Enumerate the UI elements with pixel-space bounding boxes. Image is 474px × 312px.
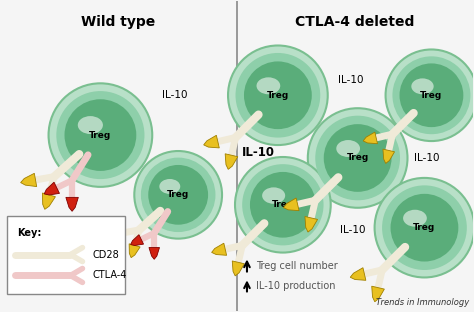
Circle shape [250,172,316,238]
Circle shape [228,46,328,145]
Circle shape [382,185,467,270]
Polygon shape [129,244,140,258]
Circle shape [141,158,216,232]
Polygon shape [149,247,159,259]
Circle shape [244,61,312,129]
Text: Wild type: Wild type [81,15,155,29]
Ellipse shape [262,188,285,204]
Circle shape [56,91,145,179]
Ellipse shape [78,116,103,134]
Text: Key:: Key: [17,228,41,238]
Ellipse shape [256,77,280,94]
Polygon shape [111,227,124,238]
Polygon shape [372,286,384,302]
Polygon shape [78,256,91,267]
Circle shape [400,63,463,127]
Polygon shape [211,243,227,255]
Ellipse shape [411,78,434,94]
Polygon shape [43,193,55,209]
FancyBboxPatch shape [7,216,125,295]
Text: IL-10: IL-10 [340,225,365,235]
Ellipse shape [336,140,360,157]
Circle shape [242,164,324,246]
Circle shape [391,194,458,261]
Polygon shape [383,149,394,163]
Circle shape [64,99,137,171]
Circle shape [315,116,400,200]
Text: IL-10: IL-10 [414,153,440,163]
Circle shape [48,83,152,187]
Polygon shape [225,154,238,169]
Text: CTLA-4: CTLA-4 [92,271,127,280]
Circle shape [385,50,474,141]
Polygon shape [78,277,91,288]
Ellipse shape [403,210,427,227]
Text: Treg: Treg [267,91,289,100]
Text: Trends in Immunology: Trends in Immunology [376,298,469,307]
Polygon shape [363,132,377,144]
Polygon shape [44,182,59,195]
Polygon shape [131,235,144,246]
Ellipse shape [159,179,180,194]
Polygon shape [21,173,36,187]
Text: IL-10 production: IL-10 production [256,281,336,291]
Text: IL-10: IL-10 [242,145,275,158]
Circle shape [236,53,320,138]
Polygon shape [232,261,245,276]
Text: Treg: Treg [346,154,369,163]
Polygon shape [350,268,366,280]
Text: Treg: Treg [167,190,189,199]
Polygon shape [66,197,78,211]
Circle shape [392,56,470,134]
Circle shape [134,151,222,239]
Text: Treg: Treg [89,131,111,139]
Polygon shape [78,242,91,253]
Circle shape [374,178,474,277]
Text: Treg: Treg [413,223,436,232]
Text: IL-10: IL-10 [162,90,188,100]
Text: Treg cell number: Treg cell number [256,261,337,271]
Polygon shape [283,198,299,211]
Text: Treg: Treg [420,91,443,100]
Circle shape [148,165,208,225]
Text: IL-10: IL-10 [337,75,363,85]
Circle shape [324,124,392,192]
Circle shape [235,157,331,253]
Text: Treg: Treg [272,200,294,209]
Circle shape [308,108,408,208]
Polygon shape [305,217,318,232]
Polygon shape [78,263,91,274]
Text: CD28: CD28 [92,250,119,260]
Polygon shape [204,135,219,148]
Text: CTLA-4 deleted: CTLA-4 deleted [295,15,414,29]
